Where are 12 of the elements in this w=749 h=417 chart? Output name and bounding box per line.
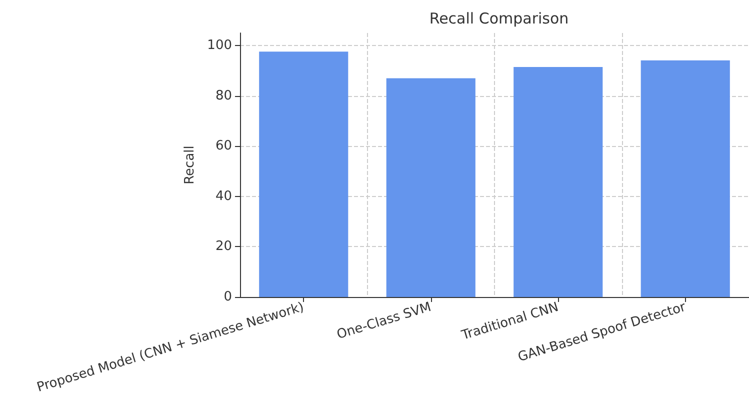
y-axis-title: Recall [182,146,198,184]
bar [259,52,348,297]
bar [386,78,476,297]
y-tick-label: 100 [207,38,232,54]
y-tick-label: 80 [215,88,232,104]
y-tick-label: 60 [215,138,232,154]
y-tick-label: 40 [215,188,232,204]
bar [640,60,730,297]
bar [514,66,603,297]
y-tick-label: 0 [224,290,232,304]
y-tick-label: 20 [215,239,232,254]
chart-title: Recall Comparison [429,10,569,28]
